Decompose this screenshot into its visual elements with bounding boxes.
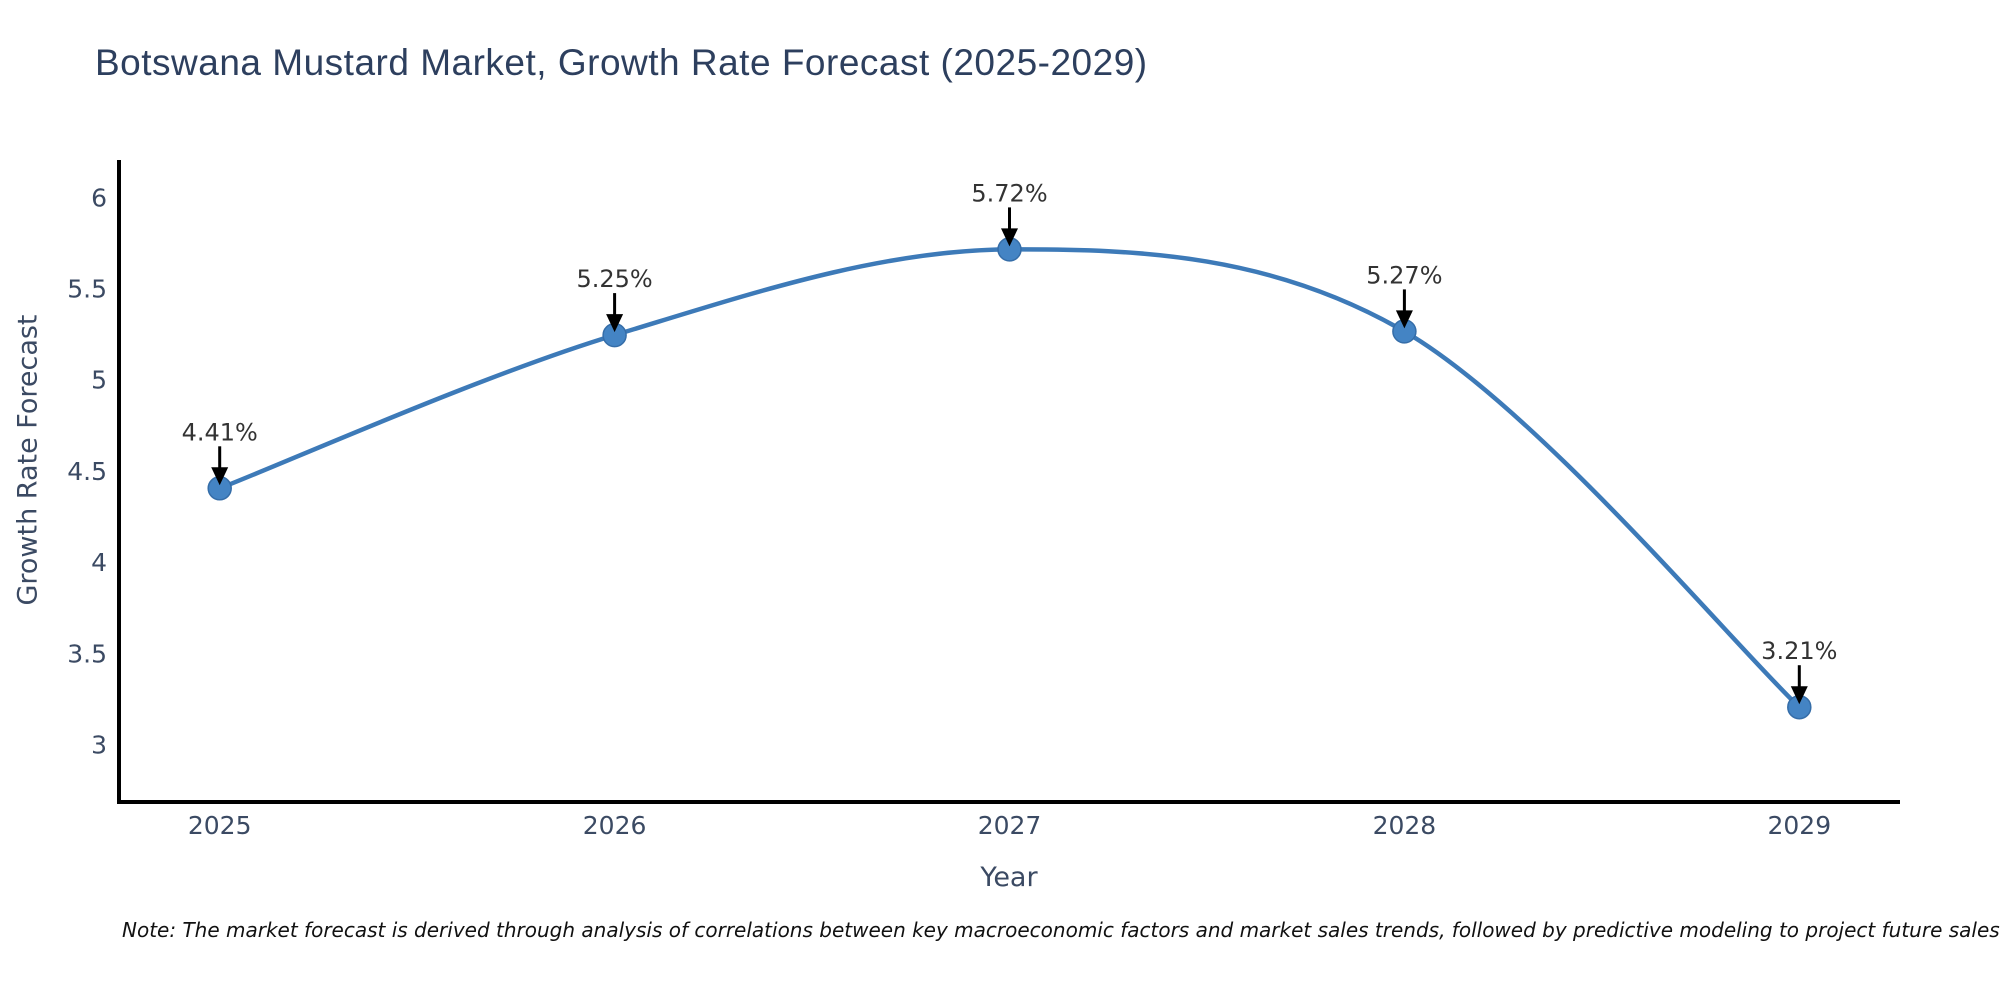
y-tick-5: 5 [91,366,107,395]
y-tick-3: 3 [91,731,107,760]
x-tick-2025: 2025 [188,811,252,840]
point-label-2027: 5.72% [971,179,1047,207]
annotation-arrow-head [606,314,624,333]
point-label-2028: 5.27% [1366,261,1442,289]
chart-title: Botswana Mustard Market, Growth Rate For… [95,42,1148,83]
footnote: Note: The market forecast is derived thr… [122,918,2000,942]
x-tick-2027: 2027 [978,811,1042,840]
annotation-arrow-head [1395,310,1413,329]
y-axis-title: Growth Rate Forecast [12,314,44,606]
y-tick-5.5: 5.5 [67,275,107,304]
trend-line [218,247,1801,709]
x-tick-2026: 2026 [583,811,647,840]
point-label-2026: 5.25% [576,265,652,293]
y-tick-3.5: 3.5 [67,639,107,668]
point-label-2029: 3.21% [1761,637,1837,665]
y-tick-4: 4 [91,548,107,577]
y-tick-4.5: 4.5 [67,457,107,486]
x-tick-2029: 2029 [1767,811,1831,840]
y-tick-6: 6 [91,183,107,212]
annotation-arrow-head [211,467,229,486]
annotation-arrow-head [1790,686,1808,705]
axis-spines [117,160,1900,804]
annotation-arrow-head [1001,228,1018,247]
x-tick-2028: 2028 [1373,811,1437,840]
x-axis-title: Year [980,862,1038,893]
point-label-2025: 4.41% [182,418,258,446]
